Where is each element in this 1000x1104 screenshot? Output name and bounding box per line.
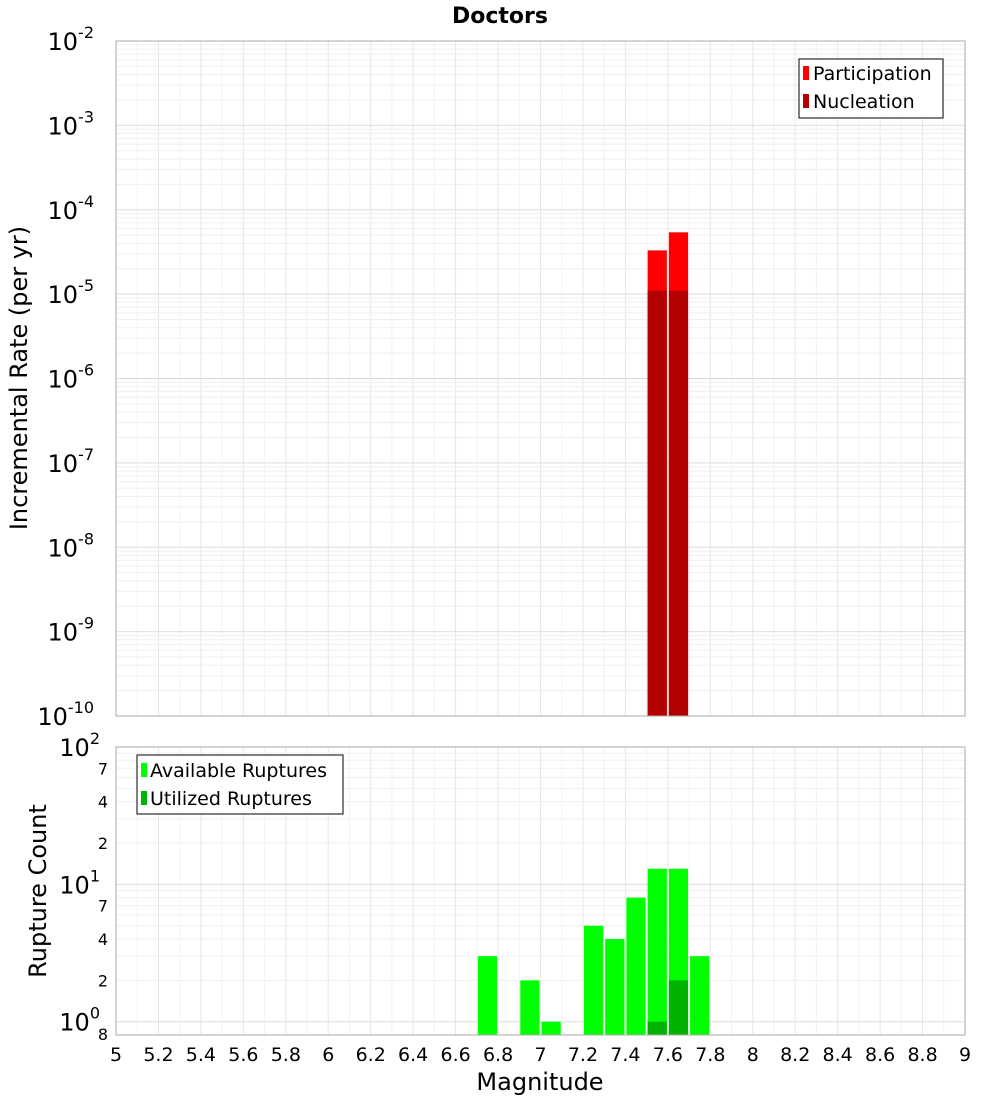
legend-swatch-nucleation xyxy=(803,94,809,108)
available-ruptures-bar xyxy=(605,939,625,1035)
legend-box xyxy=(136,754,344,815)
x-tick-labels: 5 5.2 5.4 5.6 5.8 6 6.2 6.4 6.6 6.8 7 7.2 7.4 7.6 7.8 8… xyxy=(110,1044,971,1066)
top-legend: Participation Nucleation xyxy=(798,58,944,119)
x-tick-label: 6.4 xyxy=(398,1044,428,1066)
y-minor-tick-label: 2 xyxy=(98,971,108,990)
x-tick-label: 5.4 xyxy=(186,1044,216,1066)
available-ruptures-bar xyxy=(541,1021,561,1035)
x-tick-label: 7.2 xyxy=(568,1044,598,1066)
top-y-tick-labels: 10-2 10-3 10-4 10-5 10-6 10-7 10-8 10-9 10-10 xyxy=(37,23,94,731)
legend-swatch-available xyxy=(141,763,147,777)
legend-label-utilized: Utilized Ruptures xyxy=(150,788,312,810)
x-tick-label: 7.4 xyxy=(610,1044,640,1066)
x-tick-label: 8.8 xyxy=(907,1044,937,1066)
bottom-y-tick-labels: 102 101 100 7 4 2 7 4 2 8 xyxy=(59,729,108,1044)
bottom-bars xyxy=(477,868,710,1035)
y-tick-label: 10-6 xyxy=(48,361,95,394)
y-tick-label: 10-3 xyxy=(48,107,95,140)
y-tick-label: 10-8 xyxy=(48,529,95,562)
legend-label-participation: Participation xyxy=(813,63,932,85)
x-tick-label: 8.2 xyxy=(780,1044,810,1066)
legend-label-nucleation: Nucleation xyxy=(813,91,915,113)
x-axis-label: Magnitude xyxy=(476,1068,603,1096)
available-ruptures-bar xyxy=(626,897,646,1035)
y-minor-tick-label: 2 xyxy=(98,834,108,853)
x-tick-label: 9 xyxy=(959,1044,971,1066)
top-bars xyxy=(647,232,689,717)
utilized-ruptures-bar xyxy=(668,980,689,1035)
x-tick-label: 6 xyxy=(322,1044,334,1066)
y-minor-tick-label: 4 xyxy=(98,930,108,949)
y-tick-label: 10-10 xyxy=(37,698,94,731)
x-tick-label: 5.8 xyxy=(271,1044,301,1066)
x-tick-label: 5.6 xyxy=(228,1044,258,1066)
legend-swatch-utilized xyxy=(141,791,147,805)
available-ruptures-bar xyxy=(477,956,498,1035)
y-tick-label: 100 xyxy=(59,1004,100,1037)
x-tick-label: 7 xyxy=(534,1044,546,1066)
y-tick-label: 10-7 xyxy=(48,445,95,478)
available-ruptures-bar xyxy=(520,980,540,1035)
y-tick-label: 102 xyxy=(59,729,100,762)
x-tick-label: 6.2 xyxy=(356,1044,386,1066)
utilized-ruptures-bar xyxy=(647,1021,667,1035)
x-tick-label: 8.4 xyxy=(823,1044,853,1066)
legend-box xyxy=(798,58,944,119)
y-tick-label: 10-2 xyxy=(48,23,95,56)
bottom-plot-frame xyxy=(115,746,966,1036)
top-gridlines xyxy=(115,41,966,717)
available-ruptures-bar xyxy=(583,925,604,1035)
bottom-gridlines xyxy=(115,746,966,1035)
x-tick-label: 8 xyxy=(747,1044,759,1066)
x-tick-label: 6.8 xyxy=(483,1044,513,1066)
available-ruptures-bar xyxy=(647,868,667,1035)
bottom-y-axis-label: Rupture Count xyxy=(24,804,52,978)
y-tick-label: 10-4 xyxy=(48,192,95,225)
nucleation-bar xyxy=(647,290,667,716)
legend-swatch-participation xyxy=(803,66,809,80)
y-minor-tick-label: 7 xyxy=(98,759,108,778)
top-y-axis-label: Incremental Rate (per yr) xyxy=(5,226,33,530)
legend-label-available: Available Ruptures xyxy=(150,760,327,782)
x-tick-label: 7.8 xyxy=(695,1044,725,1066)
y-minor-tick-label: 4 xyxy=(98,793,108,812)
x-tick-label: 6.6 xyxy=(440,1044,470,1066)
x-tick-label: 5 xyxy=(110,1044,122,1066)
x-tick-label: 5.2 xyxy=(143,1044,173,1066)
y-minor-tick-label: 8 xyxy=(98,1025,108,1044)
y-tick-label: 101 xyxy=(59,866,100,899)
x-tick-label: 8.6 xyxy=(865,1044,895,1066)
chart-title: Doctors xyxy=(452,4,548,29)
y-minor-tick-label: 7 xyxy=(98,897,108,916)
top-plot-frame xyxy=(115,40,966,717)
y-tick-label: 10-9 xyxy=(48,614,95,647)
bottom-legend: Available Ruptures Utilized Ruptures xyxy=(136,754,344,815)
nucleation-bar xyxy=(668,290,689,716)
y-tick-label: 10-5 xyxy=(48,276,95,309)
available-ruptures-bar xyxy=(690,956,710,1035)
x-tick-label: 7.6 xyxy=(653,1044,683,1066)
